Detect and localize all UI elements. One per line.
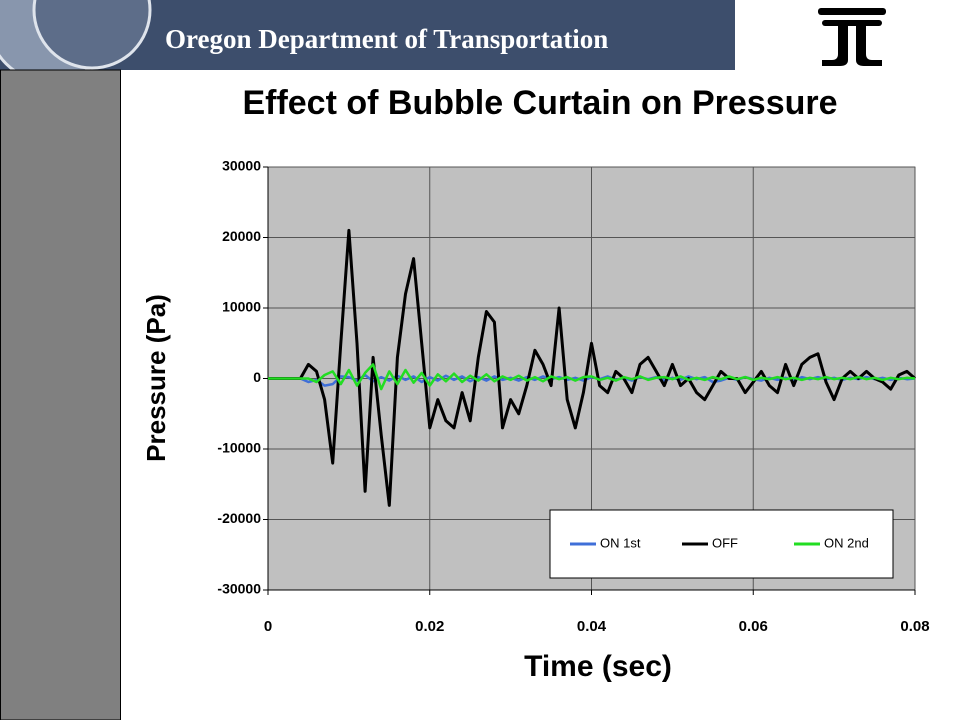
series-line	[268, 363, 916, 391]
header-title: Oregon Department of Transportation	[165, 24, 608, 54]
y-tick-label: 30000	[222, 158, 261, 174]
chart-title: Effect of Bubble Curtain on Pressure	[242, 84, 837, 122]
x-tick-label: 0.08	[900, 618, 929, 635]
odot-logo	[818, 8, 886, 66]
x-axis-label: Time (sec)	[524, 650, 672, 683]
x-tick-label: 0.02	[415, 618, 444, 635]
y-tick-label: -10000	[217, 440, 261, 456]
legend-box	[549, 509, 894, 579]
side-bar	[0, 69, 121, 720]
x-tick-label: 0.04	[577, 618, 607, 635]
y-tick-label: -20000	[217, 510, 261, 526]
series-line	[268, 228, 916, 507]
y-tick-label: 10000	[222, 299, 261, 315]
legend-label: OFF	[712, 535, 738, 550]
x-tick-label: 0.06	[739, 618, 768, 635]
legend-label: ON 2nd	[824, 535, 869, 550]
y-tick-label: 0	[253, 369, 261, 385]
seal	[32, 0, 152, 70]
y-tick-label: -30000	[217, 581, 261, 597]
y-tick-label: 20000	[222, 228, 261, 244]
x-tick-label: 0	[264, 618, 272, 635]
legend-label: ON 1st	[600, 535, 641, 550]
y-axis-label: Pressure (Pa)	[141, 294, 171, 462]
plot: -30000 -20000 -10000 0 10000 20000 30000 0 0.02 0…	[217, 158, 929, 635]
